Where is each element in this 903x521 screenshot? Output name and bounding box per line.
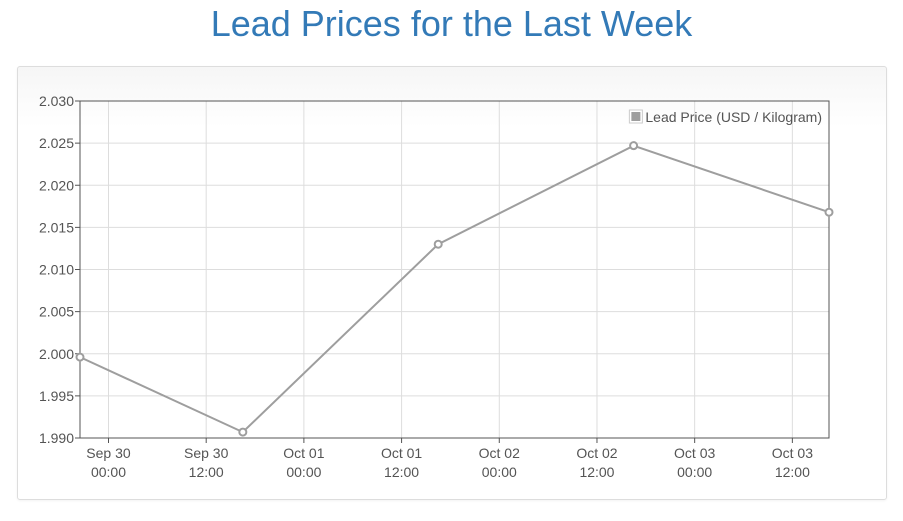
y-tick-label: 1.995 xyxy=(39,388,74,404)
legend-label: Lead Price (USD / Kilogram) xyxy=(645,109,822,125)
x-tick-label: Oct 03 12:00 xyxy=(772,445,813,480)
x-tick-label-date: Oct 02 xyxy=(479,445,520,461)
y-tick-label: 2.010 xyxy=(39,262,74,278)
y-axis-ticks: 2.030 2.025 2.020 2.015 2.010 2.005 2.000 1.995… xyxy=(39,93,80,446)
y-tick-label: 2.015 xyxy=(39,219,74,235)
y-tick-label: 2.000 xyxy=(39,346,74,362)
x-tick-label: Oct 02 00:00 xyxy=(479,445,520,480)
x-axis-ticks: Sep 30 00:00 Sep 30 12:00 Oct 01 00:00 Oct 01 1… xyxy=(86,438,813,480)
x-tick-label-time: 00:00 xyxy=(482,464,517,480)
x-tick-label: Oct 01 00:00 xyxy=(283,445,324,480)
y-tick-label: 2.020 xyxy=(39,177,74,193)
x-tick-label-time: 00:00 xyxy=(286,464,321,480)
x-tick-label-time: 00:00 xyxy=(91,464,126,480)
data-point xyxy=(75,352,85,362)
x-tick-label-date: Oct 03 xyxy=(674,445,715,461)
y-tick-label: 1.990 xyxy=(39,430,74,446)
x-tick-label: Oct 01 12:00 xyxy=(381,445,422,480)
x-tick-label-time: 12:00 xyxy=(384,464,419,480)
series xyxy=(75,141,834,437)
y-tick-label: 2.030 xyxy=(39,93,74,109)
line-chart: 2.030 2.025 2.020 2.015 2.010 2.005 2.000 1.995… xyxy=(39,93,834,480)
x-tick-label-date: Oct 03 xyxy=(772,445,813,461)
data-point xyxy=(433,239,443,249)
page-title: Lead Prices for the Last Week xyxy=(210,3,693,44)
x-tick-label: Sep 30 00:00 xyxy=(86,445,131,480)
data-point xyxy=(824,207,834,217)
x-tick-label-date: Sep 30 xyxy=(86,445,131,461)
legend-swatch xyxy=(631,112,641,121)
x-tick-label-date: Sep 30 xyxy=(184,445,229,461)
x-tick-label-time: 12:00 xyxy=(579,464,614,480)
x-tick-label-time: 00:00 xyxy=(677,464,712,480)
x-tick-label-time: 12:00 xyxy=(189,464,224,480)
data-point xyxy=(238,427,248,437)
x-tick-label-time: 12:00 xyxy=(775,464,810,480)
x-tick-label-date: Oct 01 xyxy=(283,445,324,461)
grid-lines xyxy=(80,100,829,439)
x-tick-label: Oct 03 00:00 xyxy=(674,445,715,480)
x-tick-label: Sep 30 12:00 xyxy=(184,445,229,480)
y-tick-label: 2.025 xyxy=(39,135,74,151)
data-point xyxy=(629,141,639,151)
x-tick-label-date: Oct 02 xyxy=(576,445,617,461)
chart-panel: 2.030 2.025 2.020 2.015 2.010 2.005 2.000 1.995… xyxy=(17,66,887,500)
x-tick-label: Oct 02 12:00 xyxy=(576,445,617,480)
series-line xyxy=(79,144,830,434)
y-tick-label: 2.005 xyxy=(39,304,74,320)
x-tick-label-date: Oct 01 xyxy=(381,445,422,461)
legend: Lead Price (USD / Kilogram) xyxy=(628,109,822,125)
